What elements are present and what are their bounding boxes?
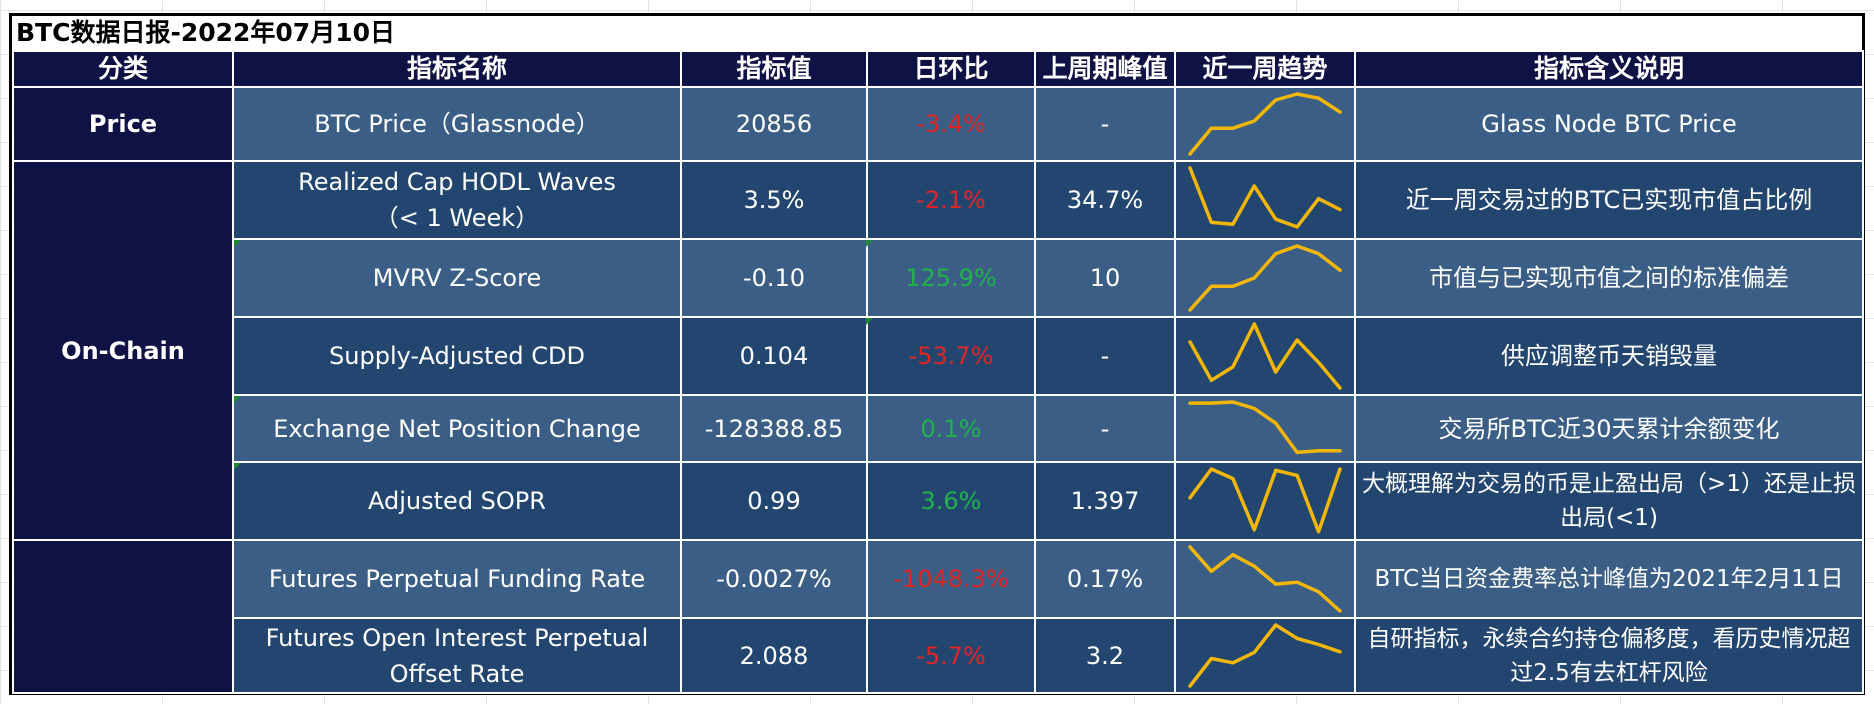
description-cell[interactable]: 交易所BTC近30天累计余额变化 <box>1354 394 1864 463</box>
header-weekly-trend[interactable]: 近一周趋势 <box>1174 50 1356 88</box>
daily-change-cell[interactable]: -3.4% <box>866 86 1036 162</box>
trend-sparkline <box>1188 166 1342 229</box>
trend-sparkline <box>1188 92 1342 156</box>
trend-line <box>1188 244 1342 312</box>
trend-line <box>1188 623 1342 688</box>
metric-name-cell[interactable]: Futures Open Interest Perpetual Offset R… <box>232 617 682 694</box>
trend-sparkline <box>1188 623 1342 688</box>
trend-line <box>1188 467 1342 534</box>
trend-sparkline-cell[interactable] <box>1174 394 1356 463</box>
daily-change-cell[interactable]: 3.6% <box>866 461 1036 541</box>
metric-value-cell[interactable]: 0.99 <box>680 461 868 541</box>
table-row: MVRV Z-Score -0.10 125.9% 10 市值与已实现市值之间的… <box>13 238 1864 318</box>
daily-change-cell[interactable]: 125.9% <box>866 238 1036 318</box>
header-previous-peak[interactable]: 上周期峰值 <box>1034 50 1176 88</box>
cell-comment-marker <box>234 240 241 247</box>
metric-name-cell[interactable]: Exchange Net Position Change <box>232 394 682 463</box>
metric-name-cell[interactable]: Adjusted SOPR <box>232 461 682 541</box>
trend-sparkline <box>1188 322 1342 390</box>
cell-comment-marker <box>866 318 873 325</box>
category-price[interactable]: Price <box>12 86 234 162</box>
metric-value-cell[interactable]: -128388.85 <box>680 394 868 463</box>
trend-sparkline <box>1188 244 1342 312</box>
trend-sparkline-cell[interactable] <box>1174 539 1356 619</box>
metric-name-cell[interactable]: Futures Perpetual Funding Rate <box>232 539 682 619</box>
previous-peak-cell[interactable]: - <box>1034 316 1176 396</box>
table-row: Supply-Adjusted CDD 0.104 -53.7% - 供应调整币… <box>13 316 1864 396</box>
daily-change-cell[interactable]: -53.7% <box>866 316 1036 396</box>
trend-sparkline-cell[interactable] <box>1174 160 1356 240</box>
daily-change-cell[interactable]: -5.7% <box>866 617 1036 694</box>
metric-value-cell[interactable]: -0.10 <box>680 238 868 318</box>
trend-sparkline <box>1188 545 1342 613</box>
cell-comment-marker <box>234 396 241 403</box>
previous-peak-cell[interactable]: 0.17% <box>1034 539 1176 619</box>
trend-sparkline-cell[interactable] <box>1174 461 1356 541</box>
metric-value-cell[interactable]: 2.088 <box>680 617 868 694</box>
header-metric-value[interactable]: 指标值 <box>680 50 868 88</box>
header-category[interactable]: 分类 <box>12 50 234 88</box>
table-row: Futures Open Interest Perpetual Offset R… <box>13 617 1864 694</box>
cell-comment-marker <box>234 463 241 470</box>
previous-peak-cell[interactable]: 10 <box>1034 238 1176 318</box>
table-row: On-Chain Realized Cap HODL Waves （< 1 We… <box>12 160 1864 541</box>
description-cell[interactable]: BTC当日资金费率总计峰值为2021年2月11日 <box>1354 539 1864 619</box>
trend-sparkline <box>1188 467 1342 534</box>
description-cell[interactable]: 市值与已实现市值之间的标准偏差 <box>1354 238 1864 318</box>
header-daily-change[interactable]: 日环比 <box>866 50 1036 88</box>
trend-sparkline <box>1188 400 1342 455</box>
trend-line <box>1188 400 1342 455</box>
daily-change-cell[interactable]: 0.1% <box>866 394 1036 463</box>
report-title: BTC数据日报-2022年07月10日 <box>12 16 1862 50</box>
metric-value-cell[interactable]: 3.5% <box>680 160 868 240</box>
trend-sparkline-cell[interactable] <box>1174 86 1356 162</box>
description-cell[interactable]: 近一周交易过的BTC已实现市值占比例 <box>1354 160 1864 240</box>
table-row: Adjusted SOPR 0.99 3.6% 1.397 大概理解为交易的币是… <box>13 461 1864 541</box>
previous-peak-cell[interactable]: 3.2 <box>1034 617 1176 694</box>
metric-value-cell[interactable]: -0.0027% <box>680 539 868 619</box>
previous-peak-cell[interactable]: 1.397 <box>1034 461 1176 541</box>
trend-sparkline-cell[interactable] <box>1174 238 1356 318</box>
category-derivatives[interactable] <box>12 539 234 694</box>
previous-peak-cell[interactable]: - <box>1034 394 1176 463</box>
metric-name-cell[interactable]: MVRV Z-Score <box>232 238 682 318</box>
trend-sparkline-cell[interactable] <box>1174 617 1356 694</box>
cell-comment-marker <box>866 240 873 247</box>
btc-daily-report-table: 分类 指标名称 指标值 日环比 上周期峰值 近一周趋势 指标含义说明 Price… <box>12 50 1864 694</box>
trend-line <box>1188 166 1342 229</box>
table-row: Futures Perpetual Funding Rate -0.0027% … <box>12 539 1864 694</box>
metric-value-cell[interactable]: 0.104 <box>680 316 868 396</box>
daily-change-cell[interactable]: -1048.3% <box>866 539 1036 619</box>
description-cell[interactable]: 自研指标，永续合约持仓偏移度，看历史情况超过2.5有去杠杆风险 <box>1354 617 1864 694</box>
daily-change-cell[interactable]: -2.1% <box>866 160 1036 240</box>
trend-line <box>1188 322 1342 390</box>
trend-sparkline-cell[interactable] <box>1174 316 1356 396</box>
table-row: Price BTC Price（Glassnode） 20856 -3.4% -… <box>12 86 1864 162</box>
table-row: Exchange Net Position Change -128388.85 … <box>13 394 1864 463</box>
header-row: 分类 指标名称 指标值 日环比 上周期峰值 近一周趋势 指标含义说明 <box>12 50 1864 88</box>
metric-name-cell[interactable]: Supply-Adjusted CDD <box>232 316 682 396</box>
description-cell[interactable]: Glass Node BTC Price <box>1354 86 1864 162</box>
metric-name-cell[interactable]: BTC Price（Glassnode） <box>232 86 682 162</box>
metric-name-cell[interactable]: Realized Cap HODL Waves （< 1 Week） <box>232 160 682 240</box>
description-cell[interactable]: 供应调整币天销毁量 <box>1354 316 1864 396</box>
description-cell[interactable]: 大概理解为交易的币是止盈出局（>1）还是止损出局(<1) <box>1354 461 1864 541</box>
header-metric-name[interactable]: 指标名称 <box>232 50 682 88</box>
trend-line <box>1188 92 1342 156</box>
metric-value-cell[interactable]: 20856 <box>680 86 868 162</box>
trend-line <box>1188 545 1342 613</box>
header-description[interactable]: 指标含义说明 <box>1354 50 1864 88</box>
previous-peak-cell[interactable]: - <box>1034 86 1176 162</box>
previous-peak-cell[interactable]: 34.7% <box>1034 160 1176 240</box>
category-onchain[interactable]: On-Chain <box>12 160 234 541</box>
